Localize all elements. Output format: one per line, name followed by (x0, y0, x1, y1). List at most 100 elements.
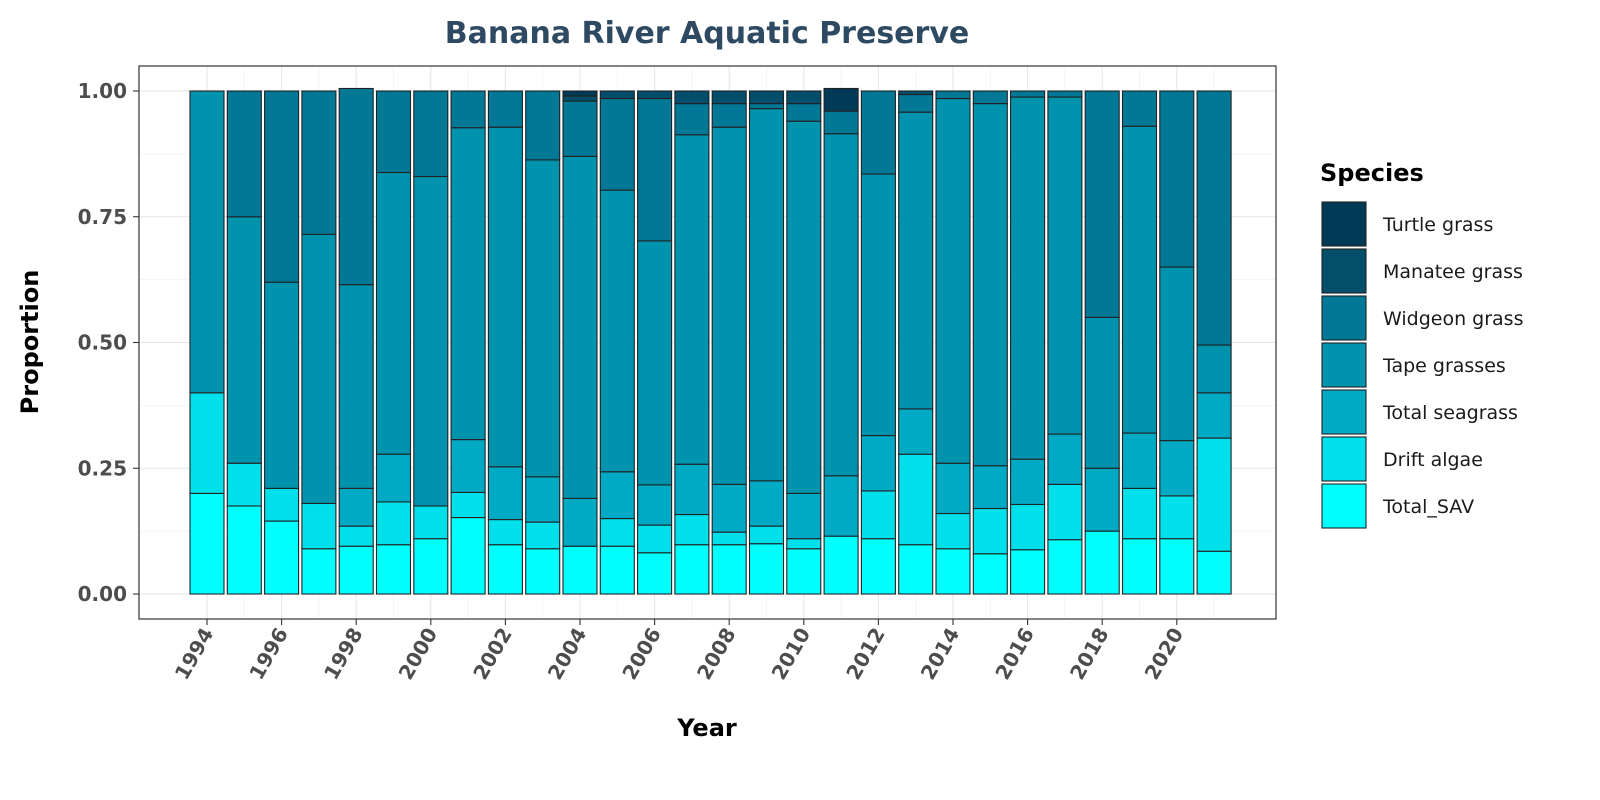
x-axis-ticks: 1994 1996 1998 2000 2002 2004 2006 2008 2010 2012… (170, 619, 1188, 684)
bar-segment: 2014 – Total seagrass: 0.1 (935, 462, 971, 515)
bar-segment: 1999 – Total seagrass: 0.095 (375, 453, 412, 503)
x-tick-label: 1998 (319, 624, 368, 684)
bar-segment: 2003 – Tape grasses: 0.63 (525, 159, 561, 478)
y-tick-label: 0.50 (78, 331, 127, 355)
bar-segment: 2009 – Drift algae: 0.035 (748, 525, 785, 545)
bar-segment: 2001 – Widgeon grass: 0.073 (450, 90, 486, 129)
legend-swatch (1321, 295, 1367, 341)
bar-segment: 1997 – Drift algae: 0.09 (301, 502, 337, 550)
bar-segment: 2017 – Widgeon grass: 0.012 (1047, 90, 1083, 98)
bar-segment: 2001 – Drift algae: 0.05 (450, 491, 486, 519)
bar-segment: 2004 – Tape grasses: 0.68 (562, 155, 598, 499)
y-tick-label: 0.25 (78, 456, 127, 480)
bar-segment: 1996 – Drift algae: 0.065 (264, 487, 300, 522)
bar-segment: 1995 – Total_SAV: 0.175 (226, 505, 262, 595)
bar-segment: 2020 – Tape grasses: 0.345 (1159, 266, 1195, 442)
bar-segment: 2007 – Total seagrass: 0.1 (674, 463, 710, 516)
bar-segment: 2000 – Total_SAV: 0.11 (413, 538, 449, 595)
legend: Species Turtle grass Manatee grass Widgeon… (1320, 159, 1523, 529)
bar-segment: 2001 – Tape grasses: 0.62 (450, 127, 486, 441)
bar-segment: 2004 – Total seagrass: 0.095 (562, 497, 598, 547)
x-tick-label: 1996 (244, 624, 293, 684)
bar-segment: 2013 – Total seagrass: 0.09 (898, 408, 934, 455)
bar-segment: 2012 – Total_SAV: 0.11 (860, 538, 896, 595)
legend-swatch (1321, 389, 1367, 435)
bar-segment: 2011 – Total seagrass: 0.12 (823, 475, 859, 537)
bar-segment: 1994 – Drift algae: 0.2 (189, 392, 225, 494)
x-axis-title: Year (676, 714, 737, 742)
bar-segment: 2019 – Total_SAV: 0.11 (1121, 538, 1158, 595)
bar-segment: 2012 – Total seagrass: 0.11 (860, 435, 896, 492)
bar-segment: 2002 – Drift algae: 0.05 (487, 519, 523, 546)
bar-segment: 2008 – Total_SAV: 0.098 (711, 544, 747, 595)
legend-items: Turtle grass Manatee grass Widgeon grass Ta… (1321, 201, 1523, 529)
bar-segment: 2006 – Total_SAV: 0.082 (637, 552, 673, 595)
bar-segment: 1998 – Total_SAV: 0.095 (338, 545, 374, 595)
bar-segment: 2020 – Total_SAV: 0.11 (1159, 538, 1195, 595)
bar-segment: 2010 – Tape grasses: 0.74 (786, 120, 822, 494)
bar-segment: 1998 – Total seagrass: 0.075 (338, 487, 374, 527)
bar-segment: 2003 – Widgeon grass: 0.137 (525, 90, 561, 161)
bar-segment: 2015 – Total seagrass: 0.085 (972, 465, 1008, 510)
y-tick-label: 0.75 (78, 205, 127, 229)
bar-segment: 2004 – Total_SAV: 0.095 (562, 545, 598, 595)
bar-segment: 2008 – Tape grasses: 0.71 (711, 126, 747, 485)
bar-segment: 2015 – Drift algae: 0.09 (972, 507, 1008, 555)
legend-label: Drift algae (1383, 449, 1483, 471)
x-tick-label: 1994 (170, 624, 219, 684)
bar-segment: 2003 – Drift algae: 0.053 (525, 521, 561, 550)
bar-segment: 1999 – Total_SAV: 0.098 (375, 544, 412, 595)
legend-swatch (1321, 436, 1367, 482)
bar-segment: 2004 – Widgeon grass: 0.11 (562, 100, 598, 157)
bar-segment: 2007 – Tape grasses: 0.655 (674, 134, 710, 465)
bar-segment: 2001 – Total_SAV: 0.152 (450, 516, 486, 595)
bar-segment: 2016 – Widgeon grass: 0.012 (1010, 90, 1046, 98)
bar-segment: 2009 – Widgeon grass: 0.01 (748, 103, 785, 110)
bar-segment: 2007 – Widgeon grass: 0.062 (674, 103, 710, 136)
legend-label: Total_SAV (1382, 496, 1474, 518)
bar-segment: 2016 – Total_SAV: 0.088 (1010, 549, 1046, 595)
bar-segment: 2015 – Tape grasses: 0.72 (972, 103, 1008, 467)
bar-segment: 2010 – Total_SAV: 0.09 (786, 548, 822, 595)
bar-segment: 2005 – Manatee grass: 0.015 (599, 90, 635, 100)
bar-segment: 1998 – Drift algae: 0.04 (338, 525, 374, 547)
bar-segment: 1995 – Drift algae: 0.085 (226, 462, 262, 507)
legend-label: Turtle grass (1382, 214, 1493, 236)
bar-segment: 2021 – Total seagrass: 0.09 (1196, 392, 1232, 439)
bar-segment: 1997 – Tape grasses: 0.535 (301, 233, 337, 505)
bar-segment: 1994 – Tape grasses: 0.6 (189, 90, 225, 394)
bar-segment: 2002 – Total seagrass: 0.105 (487, 466, 523, 521)
bar-segment: 2011 – Widgeon grass: 0.045 (823, 110, 859, 135)
bar-segment: 2007 – Total_SAV: 0.098 (674, 544, 710, 595)
bar-segment: 2014 – Drift algae: 0.07 (935, 512, 971, 550)
y-tick-label: 0.00 (78, 582, 127, 606)
bar-segment: 2010 – Manatee grass: 0.025 (786, 90, 822, 105)
bar-segment: 2016 – Tape grasses: 0.72 (1010, 96, 1046, 460)
bar-segment: 1999 – Widgeon grass: 0.162 (375, 90, 412, 174)
bar-segment: 2016 – Total seagrass: 0.09 (1010, 458, 1046, 506)
bar-segment: 2017 – Tape grasses: 0.67 (1047, 96, 1083, 435)
legend-label: Widgeon grass (1383, 308, 1523, 330)
bar-segment: 2003 – Total seagrass: 0.09 (525, 476, 561, 523)
bar-segment: 2006 – Widgeon grass: 0.283 (637, 97, 673, 242)
bar-segment: 2007 – Manatee grass: 0.025 (674, 90, 710, 105)
bar-segment: 2004 – Manatee grass: 0.01 (562, 95, 598, 102)
bar-segment: 2005 – Total_SAV: 0.095 (599, 545, 635, 595)
x-tick-label: 2016 (990, 624, 1039, 684)
bar-segment: 2006 – Drift algae: 0.055 (637, 524, 673, 554)
bar-segment: 2019 – Tape grasses: 0.61 (1121, 125, 1158, 434)
x-tick-label: 2018 (1065, 624, 1114, 684)
bar-segment: 2012 – Drift algae: 0.095 (860, 490, 896, 540)
bar-segment: 2006 – Total seagrass: 0.08 (637, 484, 673, 526)
x-tick-label: 2002 (468, 624, 517, 684)
bar-segment: 2005 – Drift algae: 0.055 (599, 517, 635, 547)
bar-segment: 2017 – Total_SAV: 0.108 (1047, 539, 1083, 595)
bar-segment: 2019 – Drift algae: 0.1 (1121, 487, 1158, 540)
bar-segment: 2021 – Widgeon grass: 0.505 (1196, 90, 1232, 346)
bar-segment: 2006 – Tape grasses: 0.485 (637, 240, 673, 486)
bar-segment: 2013 – Total_SAV: 0.098 (898, 544, 934, 595)
legend-label: Manatee grass (1383, 261, 1523, 283)
bar-segment: 2009 – Total seagrass: 0.09 (748, 480, 785, 527)
bar-segment: 2021 – Total_SAV: 0.085 (1196, 550, 1232, 595)
bar-segment: 1994 – Total_SAV: 0.2 (189, 492, 225, 595)
